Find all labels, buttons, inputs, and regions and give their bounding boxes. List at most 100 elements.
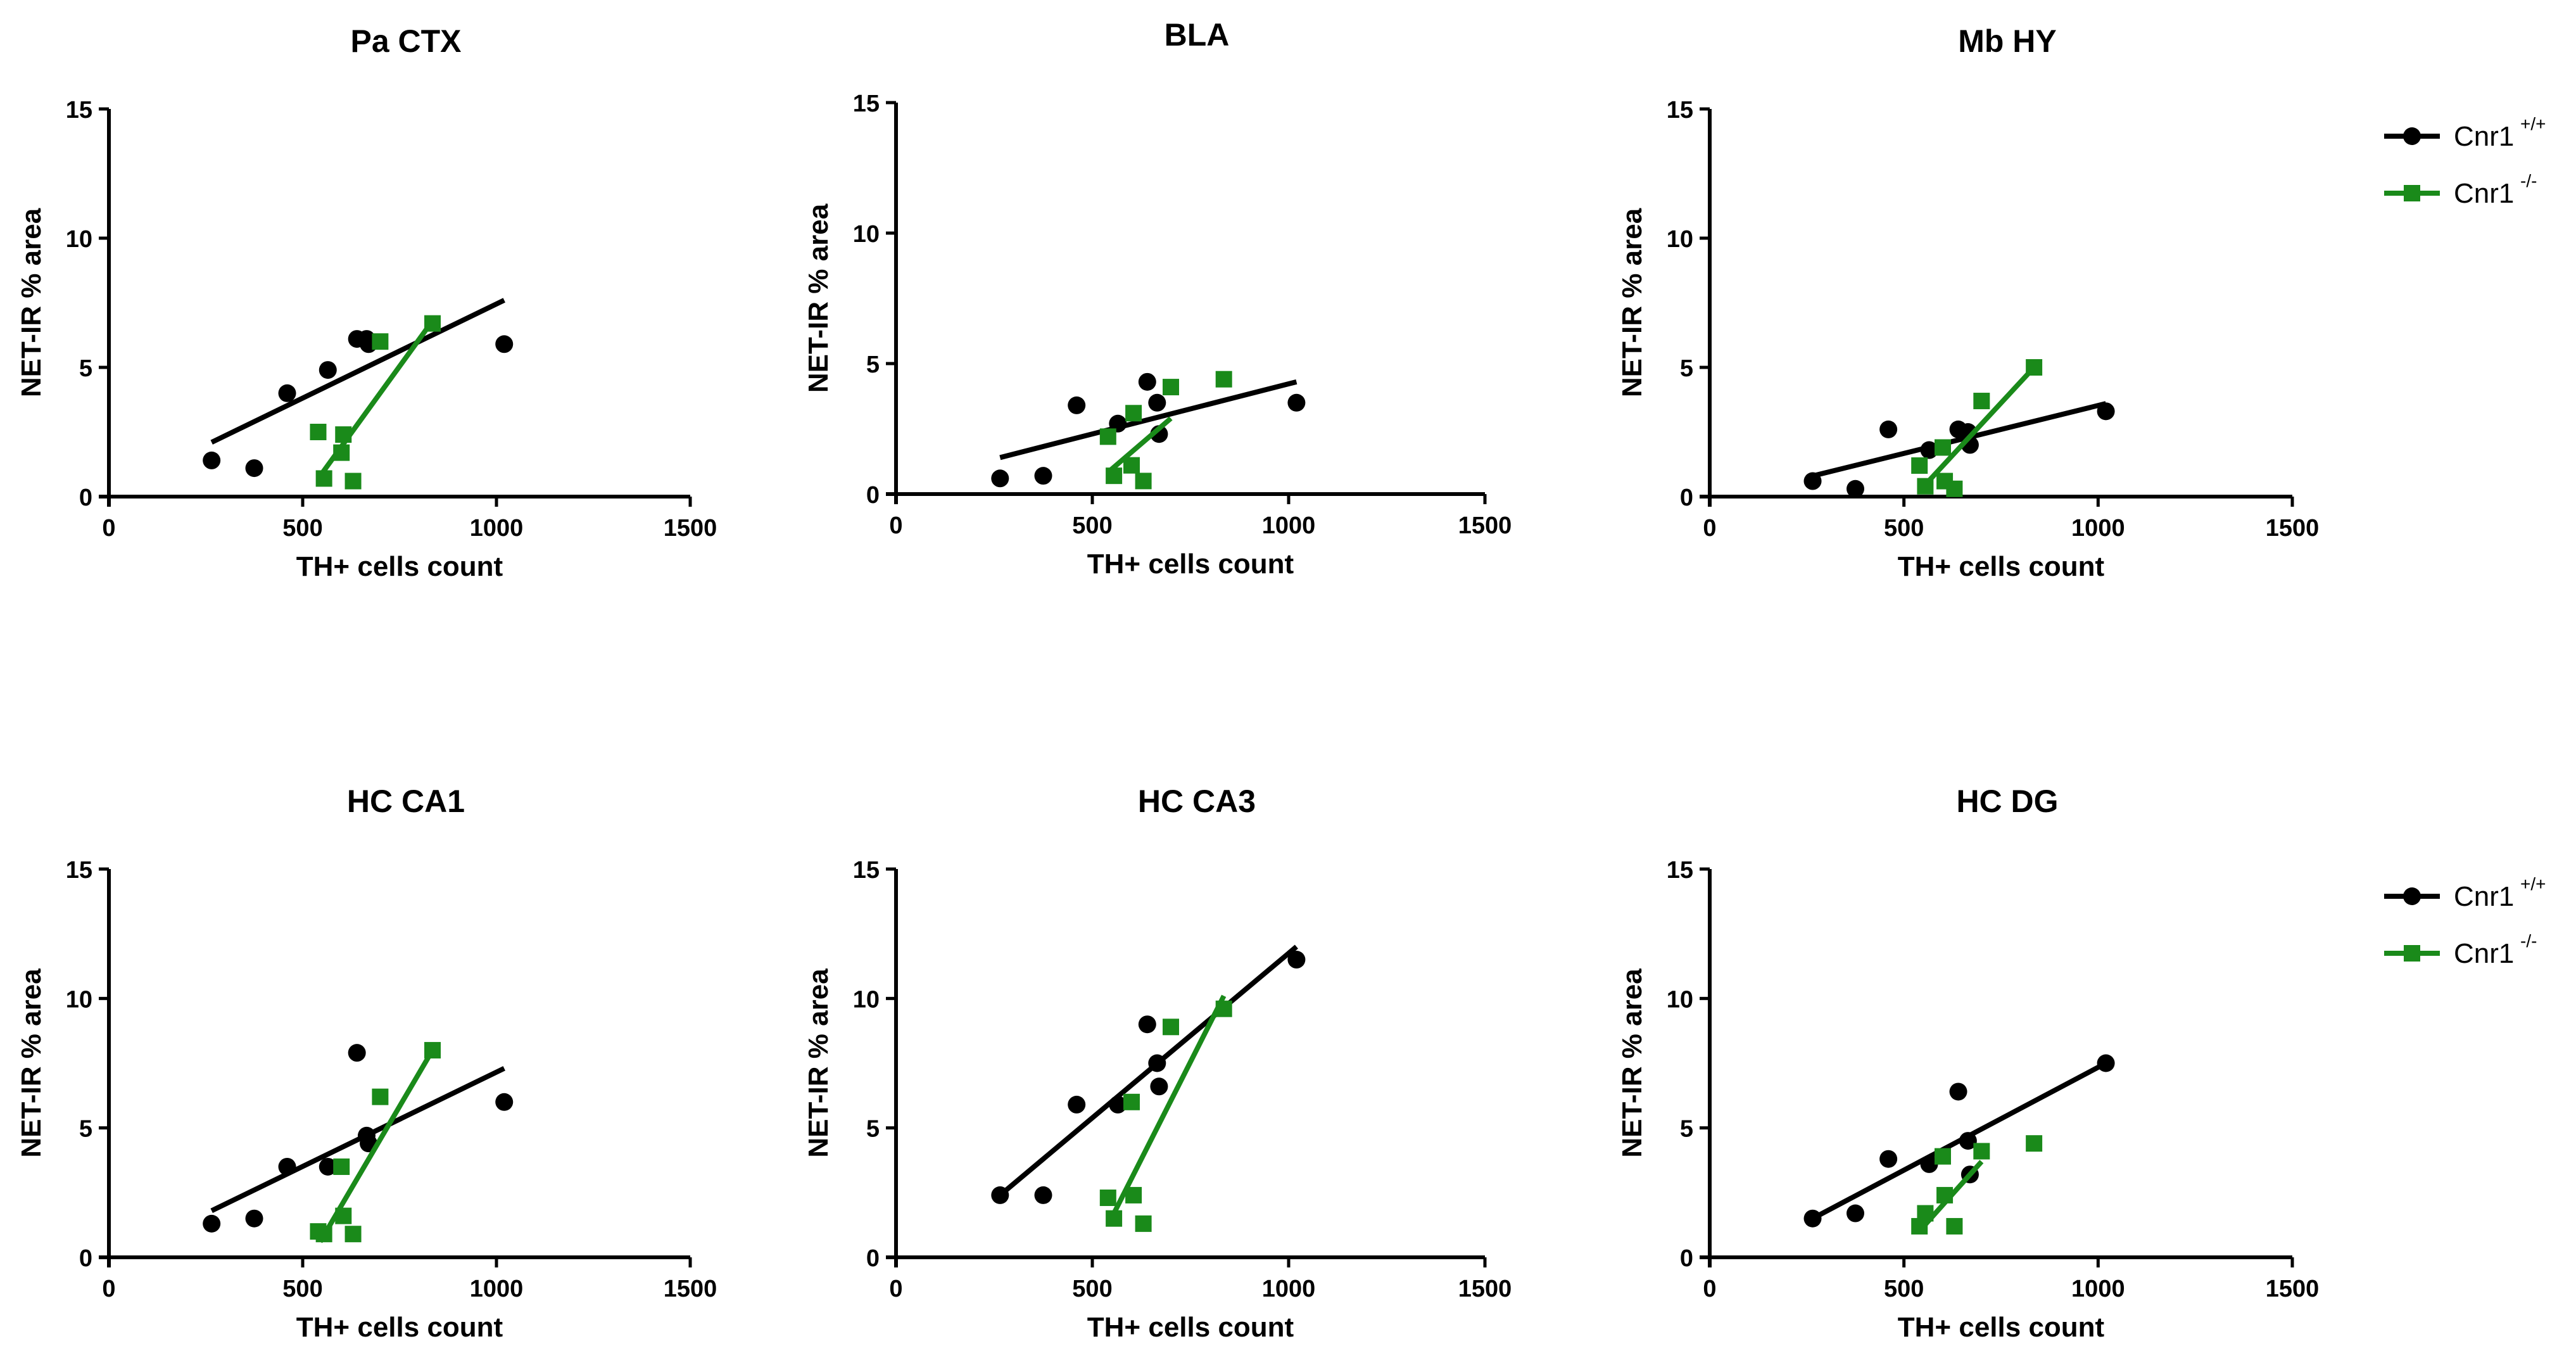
x-tick-label: 500 bbox=[282, 1276, 322, 1302]
y-tick-label: 10 bbox=[66, 986, 92, 1013]
data-point-wildtype bbox=[1150, 1077, 1168, 1096]
data-point-knockout bbox=[1163, 1019, 1179, 1036]
data-point-wildtype bbox=[2097, 402, 2115, 421]
x-tick-label: 0 bbox=[889, 512, 902, 539]
y-tick-label: 5 bbox=[79, 1116, 92, 1143]
data-point-knockout bbox=[1123, 457, 1140, 474]
panel-hc-ca1: HC CA1 0 5 10 15 0 500 1000 1500 TH+ cells count N… bbox=[16, 784, 717, 1343]
legend-superscript: +/+ bbox=[2520, 114, 2546, 134]
data-point-knockout bbox=[1099, 1190, 1116, 1207]
data-point-wildtype bbox=[245, 459, 263, 478]
y-tick-label: 15 bbox=[853, 91, 880, 117]
x-tick-label: 1500 bbox=[2266, 1276, 2320, 1302]
y-tick-label: 5 bbox=[866, 1116, 880, 1143]
data-point-knockout bbox=[1123, 1093, 1140, 1110]
data-point-wildtype bbox=[319, 361, 337, 379]
data-point-knockout bbox=[344, 1226, 362, 1243]
x-axis-label: TH+ cells count bbox=[1087, 549, 1294, 580]
data-point-knockout bbox=[1973, 1143, 1990, 1160]
y-tick-label: 5 bbox=[79, 355, 92, 382]
panel-hc-ca3: HC CA3 0 5 10 15 0 500 1000 1500 TH+ cells count N… bbox=[803, 784, 1512, 1343]
legend-superscript: -/- bbox=[2520, 171, 2537, 191]
data-point-wildtype bbox=[991, 1186, 1009, 1204]
x-tick-label: 0 bbox=[1703, 1276, 1716, 1302]
y-tick-label: 10 bbox=[853, 221, 880, 248]
fit-line-wildtype bbox=[1812, 401, 2107, 479]
panel-title: HC CA1 bbox=[347, 784, 465, 819]
y-tick-label: 10 bbox=[1667, 226, 1693, 253]
x-tick-label: 1500 bbox=[1458, 512, 1512, 539]
data-point-wildtype bbox=[1034, 467, 1052, 485]
data-point-wildtype bbox=[278, 384, 296, 402]
data-point-knockout bbox=[335, 1207, 352, 1224]
y-tick-label: 5 bbox=[866, 352, 880, 378]
fit-line-wildtype bbox=[210, 298, 505, 445]
y-axis-label: NET-IR % area bbox=[16, 208, 47, 397]
y-tick-label: 0 bbox=[866, 482, 880, 509]
panel-title: Mb HY bbox=[1958, 23, 2057, 59]
x-tick-label: 1000 bbox=[2071, 1276, 2125, 1302]
data-point-knockout bbox=[1936, 1186, 1954, 1203]
x-tick-label: 0 bbox=[1703, 515, 1716, 542]
data-point-wildtype bbox=[495, 1093, 514, 1111]
y-axis-label: NET-IR % area bbox=[1617, 968, 1648, 1158]
x-axis-label: TH+ cells count bbox=[296, 551, 503, 582]
legend-label: Cnr1 bbox=[2454, 881, 2514, 912]
x-tick-label: 1000 bbox=[1262, 512, 1316, 539]
y-tick-label: 0 bbox=[1680, 485, 1693, 511]
fit-line-wildtype bbox=[998, 944, 1298, 1197]
data-point-wildtype bbox=[1803, 1209, 1822, 1228]
data-point-wildtype bbox=[203, 1214, 221, 1233]
data-point-wildtype bbox=[278, 1157, 296, 1176]
data-point-knockout bbox=[1917, 1205, 1934, 1222]
data-point-wildtype bbox=[1109, 1095, 1127, 1114]
data-point-knockout bbox=[1215, 371, 1232, 388]
y-tick-label: 5 bbox=[1680, 355, 1693, 382]
fit-line-knockout bbox=[1108, 994, 1227, 1222]
legend-label: Cnr1 bbox=[2454, 938, 2514, 969]
panel-mb-hy: Mb HY 0 5 10 15 0 500 1000 1500 TH+ cells count NE… bbox=[1617, 23, 2319, 582]
x-tick-label: 1000 bbox=[470, 515, 524, 542]
data-point-wildtype bbox=[1949, 1082, 1967, 1101]
data-point-knockout bbox=[1135, 473, 1152, 490]
x-tick-label: 500 bbox=[1072, 512, 1112, 539]
data-point-knockout bbox=[333, 444, 350, 461]
data-point-wildtype bbox=[203, 451, 221, 469]
panel-title: Pa CTX bbox=[350, 23, 461, 59]
data-point-knockout bbox=[1946, 1217, 1963, 1235]
y-tick-label: 15 bbox=[853, 857, 880, 884]
y-tick-label: 15 bbox=[1667, 857, 1693, 884]
data-point-knockout bbox=[1911, 457, 1928, 474]
data-point-knockout bbox=[1917, 478, 1934, 495]
x-tick-label: 1000 bbox=[470, 1276, 524, 1302]
x-axis-label: TH+ cells count bbox=[1898, 1312, 2105, 1343]
y-axis-label: NET-IR % area bbox=[16, 968, 47, 1158]
data-point-knockout bbox=[344, 473, 362, 490]
data-point-wildtype bbox=[1879, 1150, 1898, 1168]
data-point-knockout bbox=[1163, 379, 1179, 396]
x-tick-label: 0 bbox=[102, 1276, 115, 1302]
data-point-wildtype bbox=[1920, 441, 1938, 459]
legend-superscript: -/- bbox=[2520, 931, 2537, 951]
panel-hc-dg: HC DG 0 5 10 15 0 500 1000 1500 TH+ cells count NE… bbox=[1617, 784, 2319, 1343]
x-axis-label: TH+ cells count bbox=[1087, 1312, 1294, 1343]
x-tick-label: 1500 bbox=[664, 515, 717, 542]
data-point-wildtype bbox=[319, 1157, 337, 1176]
data-point-wildtype bbox=[495, 335, 514, 353]
y-tick-label: 0 bbox=[866, 1245, 880, 1272]
x-tick-label: 500 bbox=[1884, 515, 1924, 542]
x-tick-label: 1000 bbox=[2071, 515, 2125, 542]
x-tick-label: 1500 bbox=[1458, 1276, 1512, 1302]
y-tick-label: 15 bbox=[1667, 97, 1693, 124]
data-point-knockout bbox=[315, 470, 332, 487]
x-tick-label: 1500 bbox=[664, 1276, 717, 1302]
legend-marker-wildtype bbox=[2403, 127, 2421, 145]
y-axis-label: NET-IR % area bbox=[803, 968, 834, 1158]
x-tick-label: 0 bbox=[102, 515, 115, 542]
y-tick-label: 0 bbox=[79, 1245, 92, 1272]
data-point-wildtype bbox=[1148, 1054, 1166, 1072]
panel-title: BLA bbox=[1165, 17, 1230, 53]
fit-line-wildtype bbox=[210, 1066, 505, 1214]
panel-title: HC DG bbox=[1956, 784, 2058, 819]
